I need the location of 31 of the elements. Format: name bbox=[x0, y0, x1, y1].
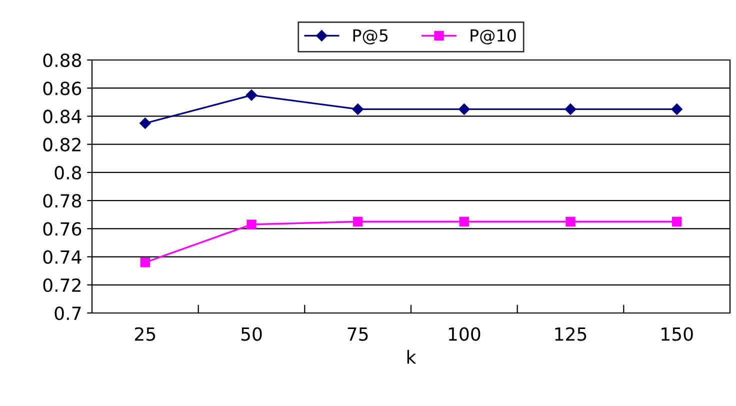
point bbox=[352, 104, 364, 115]
legend-label: P@5 bbox=[353, 29, 388, 44]
y-tick-label: 0.82 bbox=[43, 138, 80, 152]
y-tick-label: 0.88 bbox=[43, 53, 82, 68]
y-tick-label: 0.7 bbox=[54, 306, 81, 320]
y-tick-label: 0.72 bbox=[43, 278, 80, 292]
point bbox=[458, 104, 470, 115]
point bbox=[140, 258, 150, 268]
x-tick-label: 25 bbox=[135, 327, 156, 341]
y-tick-label: 0.78 bbox=[43, 194, 82, 208]
point bbox=[246, 90, 258, 101]
point bbox=[671, 104, 682, 115]
x-tick-label: 100 bbox=[448, 327, 480, 341]
y-tick-label: 0.86 bbox=[43, 82, 82, 96]
y-tick-label: 0.8 bbox=[54, 166, 82, 180]
x-tick-label: 75 bbox=[348, 327, 368, 341]
x-axis-title: k bbox=[407, 350, 416, 364]
x-tick-label: 50 bbox=[241, 327, 262, 341]
point bbox=[246, 220, 256, 230]
point bbox=[564, 104, 576, 115]
legend-label: P@10 bbox=[470, 29, 516, 44]
point bbox=[140, 118, 151, 129]
y-tick-label: 0.84 bbox=[43, 110, 82, 124]
point bbox=[672, 216, 682, 226]
y-tick-label: 0.74 bbox=[43, 250, 82, 264]
point bbox=[566, 216, 576, 226]
point bbox=[459, 216, 470, 226]
y-tick-label: 0.76 bbox=[43, 222, 82, 236]
x-tick-label: 150 bbox=[662, 327, 693, 341]
point bbox=[352, 216, 363, 226]
x-tick-label: 125 bbox=[555, 327, 586, 341]
